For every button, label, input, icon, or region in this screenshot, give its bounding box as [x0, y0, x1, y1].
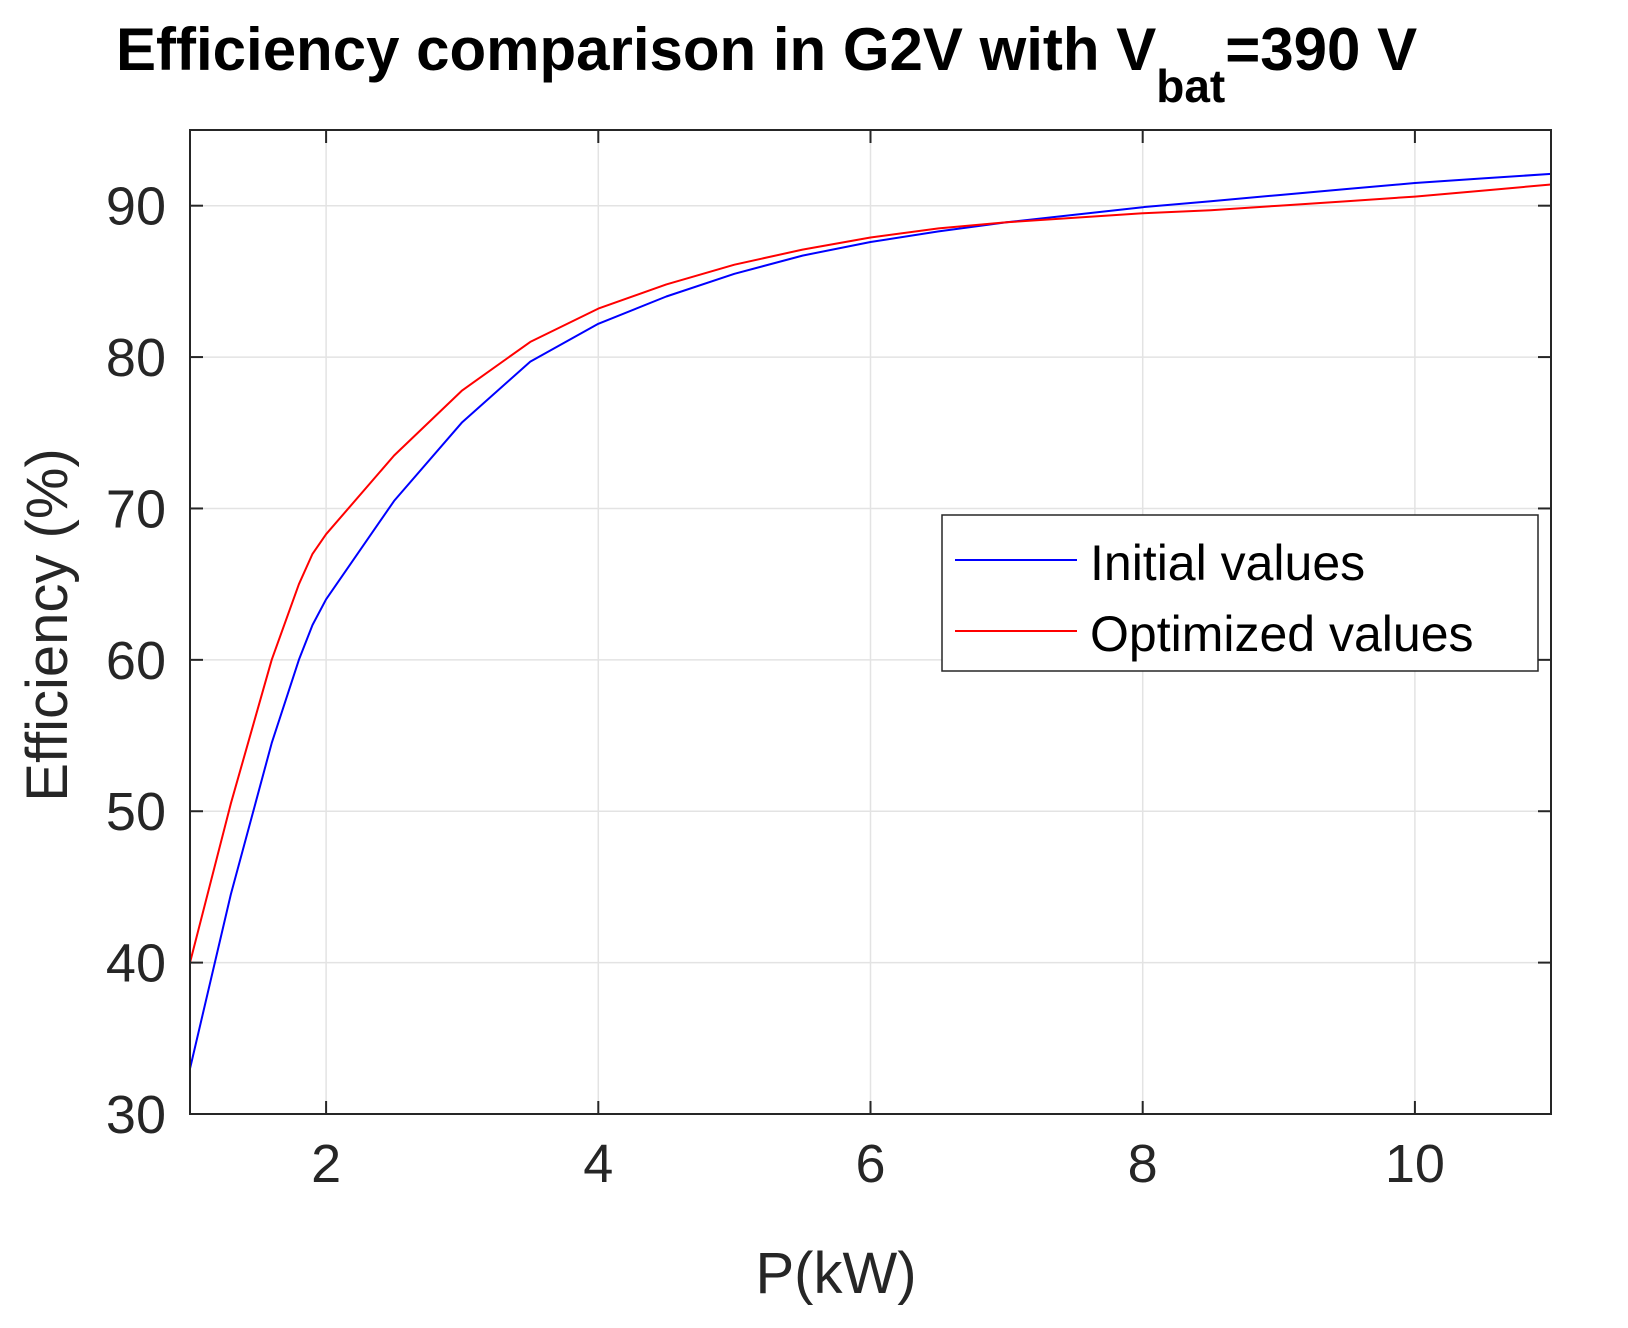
x-tick-label: 8	[1128, 1134, 1158, 1194]
y-tick-label: 80	[106, 328, 166, 388]
y-tick-label: 60	[106, 631, 166, 691]
series-layer	[189, 172, 1552, 1069]
y-tick-label: 50	[106, 782, 166, 842]
legend-label-initial: Initial values	[1090, 535, 1365, 591]
x-tick-label: 4	[583, 1134, 613, 1194]
x-tick-label: 2	[311, 1134, 341, 1194]
y-tick-label: 70	[106, 479, 166, 539]
chart-title-main: Efficiency comparison in G2V with V	[116, 16, 1156, 83]
chart-title-subscript: bat	[1156, 60, 1225, 112]
series-line-optimized	[189, 183, 1552, 963]
y-tick-labels: 30 40 50 60 70 80 90	[106, 177, 166, 1145]
y-tick-label: 90	[106, 177, 166, 237]
x-tick-label: 10	[1385, 1134, 1445, 1194]
legend: Initial values Optimized values	[941, 514, 1539, 672]
chart-title-suffix: =390 V	[1225, 16, 1417, 83]
tick-marks	[190, 130, 1551, 1115]
legend-label-optimized: Optimized values	[1090, 606, 1474, 662]
y-tick-label: 30	[106, 1085, 166, 1145]
chart-title: Efficiency comparison in G2V with Vbat=3…	[116, 16, 1417, 112]
y-axis-label: Efficiency (%)	[15, 448, 80, 801]
y-tick-label: 40	[106, 934, 166, 994]
x-axis-label: P(kW)	[755, 1241, 916, 1306]
x-tick-labels: 2 4 6 8 10	[311, 1134, 1445, 1194]
legend-box	[941, 514, 1539, 672]
x-tick-label: 6	[855, 1134, 885, 1194]
series-line-initial	[189, 172, 1552, 1069]
